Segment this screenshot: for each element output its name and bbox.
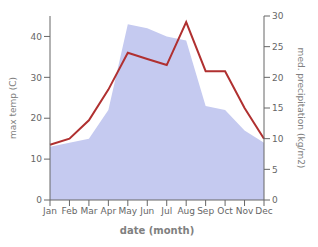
svg-text:Apr: Apr — [101, 206, 117, 216]
svg-text:Jul: Jul — [160, 206, 172, 216]
svg-text:max temp (C): max temp (C) — [8, 77, 18, 139]
svg-text:5: 5 — [272, 165, 278, 175]
svg-text:25: 25 — [272, 42, 283, 52]
svg-text:30: 30 — [272, 11, 284, 21]
svg-text:10: 10 — [31, 154, 43, 164]
svg-text:30: 30 — [31, 73, 43, 83]
svg-text:May: May — [119, 206, 138, 216]
svg-text:med. precipitation (kg/m2): med. precipitation (kg/m2) — [296, 48, 306, 169]
svg-text:0: 0 — [272, 195, 278, 205]
svg-text:20: 20 — [272, 73, 284, 83]
svg-text:40: 40 — [31, 32, 43, 42]
svg-text:0: 0 — [36, 195, 42, 205]
svg-text:Sep: Sep — [197, 206, 214, 216]
svg-text:Feb: Feb — [61, 206, 77, 216]
svg-text:10: 10 — [272, 134, 284, 144]
svg-text:Nov: Nov — [236, 206, 254, 216]
svg-text:Oct: Oct — [217, 206, 233, 216]
svg-text:Aug: Aug — [177, 206, 195, 216]
svg-text:Jan: Jan — [42, 206, 57, 216]
svg-text:20: 20 — [31, 113, 43, 123]
svg-text:Mar: Mar — [80, 206, 97, 216]
svg-text:date (month): date (month) — [120, 225, 194, 236]
svg-text:Dec: Dec — [255, 206, 272, 216]
svg-text:Jun: Jun — [139, 206, 154, 216]
svg-text:15: 15 — [272, 103, 283, 113]
